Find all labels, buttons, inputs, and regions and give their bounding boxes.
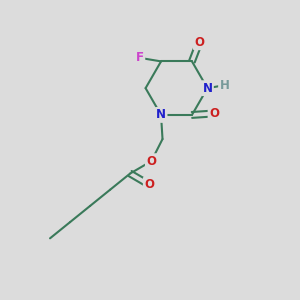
Text: O: O — [209, 107, 219, 120]
Text: F: F — [136, 51, 144, 64]
Text: O: O — [144, 178, 154, 191]
Text: O: O — [146, 155, 156, 168]
Text: N: N — [202, 82, 212, 95]
Text: H: H — [220, 79, 230, 92]
Text: N: N — [156, 108, 166, 122]
Text: O: O — [194, 36, 204, 49]
